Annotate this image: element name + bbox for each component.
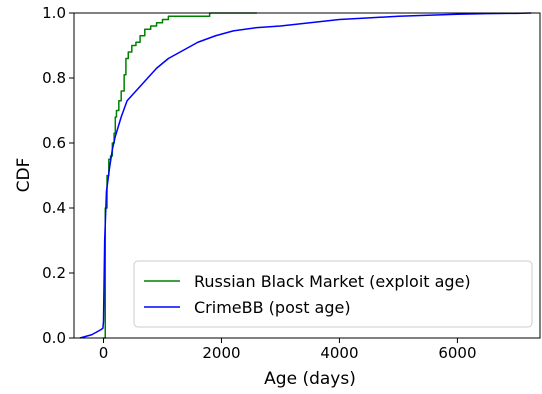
legend: Russian Black Market (exploit age) CrimeB… [133, 260, 533, 328]
y-tick-label: 0.2 [42, 264, 66, 282]
series-line-1 [79, 12, 532, 339]
y-tick-label: 0.4 [42, 199, 66, 217]
y-tick-label: 0.6 [42, 134, 66, 152]
axes: 0 2000 4000 6000 0.0 0.2 0.4 0.6 0.8 1.0 [42, 4, 541, 362]
x-tick-label: 0 [99, 344, 109, 362]
legend-label-1: CrimeBB (post age) [194, 298, 351, 317]
y-tick-label: 1.0 [42, 4, 66, 22]
axes-frame [73, 12, 541, 339]
x-tick-label: 6000 [438, 344, 476, 362]
y-tick-label: 0.8 [42, 69, 66, 87]
series-line-0 [103, 12, 257, 339]
x-axis-label: Age (days) [264, 369, 356, 389]
plot-area [79, 12, 532, 339]
legend-label-0: Russian Black Market (exploit age) [194, 272, 471, 291]
x-tick-label: 2000 [202, 344, 240, 362]
x-tick-label: 4000 [320, 344, 358, 362]
legend-box [133, 260, 533, 328]
y-axis-label: CDF [14, 158, 34, 193]
y-tick-label: 0.0 [42, 329, 66, 347]
